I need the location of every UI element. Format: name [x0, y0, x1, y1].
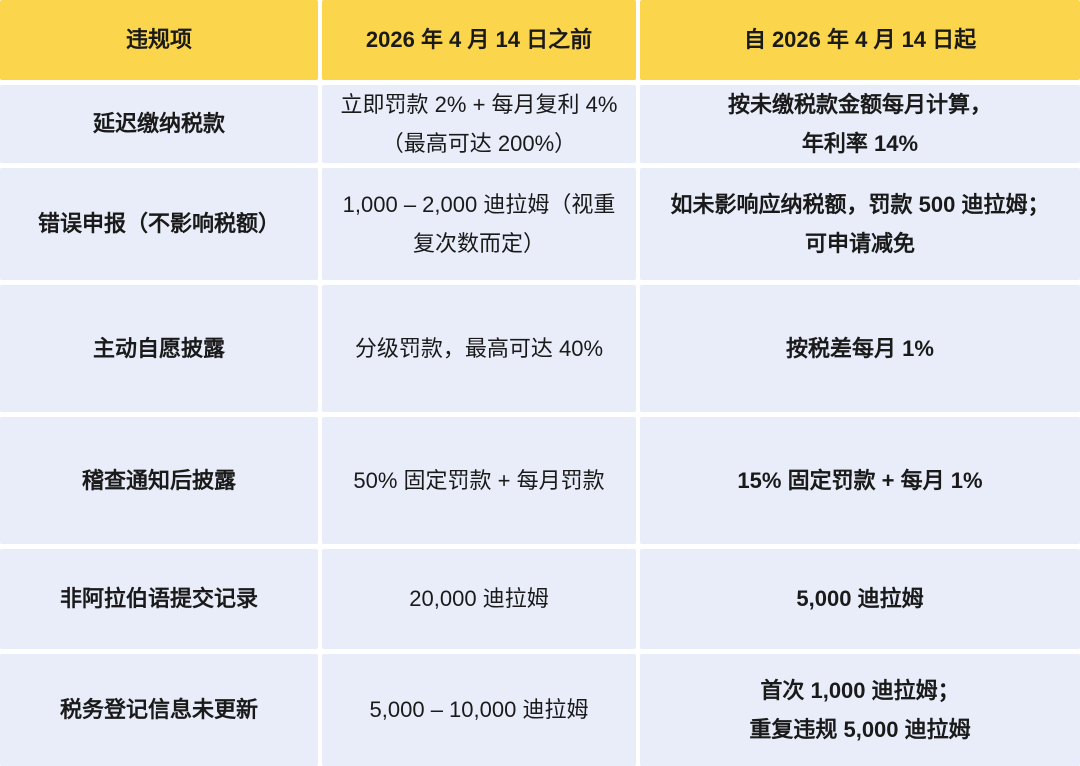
header-cell-violation: 违规项	[0, 0, 318, 80]
table-cell: 5,000 – 10,000 迪拉姆	[322, 654, 636, 766]
table-cell: 非阿拉伯语提交记录	[0, 549, 318, 649]
table-cell: 分级罚款，最高可达 40%	[322, 285, 636, 412]
table-cell: 5,000 迪拉姆	[640, 549, 1080, 649]
header-cell-before-date: 2026 年 4 月 14 日之前	[322, 0, 636, 80]
table-cell: 1,000 – 2,000 迪拉姆（视重 复次数而定）	[322, 168, 636, 280]
table-cell: 如未影响应纳税额，罚款 500 迪拉姆； 可申请减免	[640, 168, 1080, 280]
table-cell: 稽查通知后披露	[0, 417, 318, 544]
header-cell-from-date: 自 2026 年 4 月 14 日起	[640, 0, 1080, 80]
table-cell: 15% 固定罚款 + 每月 1%	[640, 417, 1080, 544]
table-cell: 按税差每月 1%	[640, 285, 1080, 412]
table-cell: 20,000 迪拉姆	[322, 549, 636, 649]
table-cell: 立即罚款 2% + 每月复利 4% （最高可达 200%）	[322, 85, 636, 163]
table-cell: 主动自愿披露	[0, 285, 318, 412]
table-cell: 延迟缴纳税款	[0, 85, 318, 163]
table-cell: 错误申报（不影响税额）	[0, 168, 318, 280]
table-cell: 首次 1,000 迪拉姆； 重复违规 5,000 迪拉姆	[640, 654, 1080, 766]
table-cell: 税务登记信息未更新	[0, 654, 318, 766]
table-cell: 50% 固定罚款 + 每月罚款	[322, 417, 636, 544]
table-cell: 按未缴税款金额每月计算， 年利率 14%	[640, 85, 1080, 163]
